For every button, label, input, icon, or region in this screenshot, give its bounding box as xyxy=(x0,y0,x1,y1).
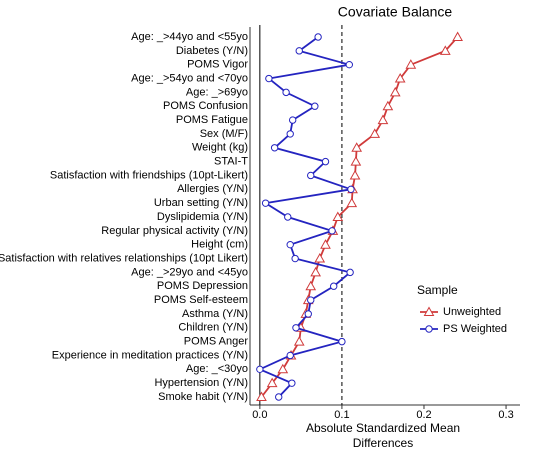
data-point xyxy=(288,379,296,387)
y-tick-label: Age: _>44yo and <55yo xyxy=(131,31,248,43)
data-point xyxy=(351,142,363,152)
data-point xyxy=(305,280,317,291)
data-point xyxy=(311,102,319,110)
y-tick-label: POMS Self-esteem xyxy=(154,294,248,306)
legend-label: PS Weighted xyxy=(443,323,507,335)
data-point xyxy=(389,86,401,97)
legend-title: Sample xyxy=(417,283,458,297)
y-tick-label: STAI-T xyxy=(214,156,248,168)
data-point xyxy=(328,227,336,235)
data-point xyxy=(394,73,406,83)
data-point xyxy=(270,144,279,152)
data-point xyxy=(350,156,362,166)
y-tick-label: POMS Confusion xyxy=(163,100,248,112)
y-tick-label: Children (Y/N) xyxy=(178,322,248,334)
x-axis-label: Absolute Standardized Mean xyxy=(306,421,460,435)
y-tick-label: Weight (kg) xyxy=(192,142,248,154)
y-tick-label: Dyslipidemia (Y/N) xyxy=(157,211,248,223)
data-point xyxy=(256,391,267,401)
y-tick-label: POMS Anger xyxy=(184,336,249,348)
y-tick-label: Satisfaction with relatives relationship… xyxy=(0,252,248,264)
chart-title: Covariate Balance xyxy=(338,4,453,20)
data-point xyxy=(330,282,338,290)
x-tick-label: 0.3 xyxy=(498,409,513,421)
x-tick-label: 0.0 xyxy=(252,409,267,421)
y-tick-label: Allergies (Y/N) xyxy=(177,183,248,195)
data-point xyxy=(346,197,358,208)
x-axis-label: Differences xyxy=(353,436,413,450)
data-point xyxy=(261,199,270,207)
data-point xyxy=(307,171,315,180)
data-point xyxy=(286,240,294,249)
data-point xyxy=(288,116,297,124)
data-point xyxy=(293,336,305,346)
data-point xyxy=(304,310,312,318)
data-point xyxy=(275,393,283,401)
data-point xyxy=(439,45,451,55)
y-tick-label: Experience in meditation practices (Y/N) xyxy=(52,349,248,361)
data-point xyxy=(266,377,278,388)
data-point xyxy=(320,239,331,249)
data-point xyxy=(346,268,354,277)
data-point xyxy=(282,88,290,97)
y-tick-label: Hypertension (Y/N) xyxy=(154,377,248,389)
data-point xyxy=(405,59,417,69)
data-point xyxy=(338,337,346,346)
data-point xyxy=(307,296,315,304)
data-point xyxy=(369,128,381,138)
x-tick-label: 0.2 xyxy=(416,409,431,421)
y-tick-label: Urban setting (Y/N) xyxy=(154,197,248,209)
data-point xyxy=(256,365,264,374)
y-tick-label: POMS Vigor xyxy=(187,59,248,71)
data-point xyxy=(452,31,463,41)
legend-marker xyxy=(425,325,433,333)
y-tick-label: Age: _>54yo and <70yo xyxy=(131,72,248,84)
legend-marker xyxy=(423,306,435,316)
data-point xyxy=(382,100,394,111)
data-point xyxy=(265,74,273,83)
data-point xyxy=(292,324,300,332)
y-tick-label: Asthma (Y/N) xyxy=(182,308,248,320)
data-point xyxy=(286,351,294,360)
y-tick-label: Age: _<30yo xyxy=(186,363,248,375)
data-point xyxy=(347,185,355,194)
y-tick-label: Diabetes (Y/N) xyxy=(176,45,248,57)
data-point xyxy=(295,47,303,55)
data-point xyxy=(349,169,361,180)
data-point xyxy=(321,157,330,166)
data-point xyxy=(291,254,299,263)
legend-label: Unweighted xyxy=(443,306,501,318)
data-point xyxy=(277,363,289,374)
data-point xyxy=(286,130,294,138)
data-point xyxy=(314,33,322,41)
data-point xyxy=(332,211,344,221)
x-tick-label: 0.1 xyxy=(334,409,349,421)
y-tick-label: Height (cm) xyxy=(191,239,248,251)
y-tick-label: Age: _>69yo xyxy=(186,86,248,98)
y-tick-label: POMS Depression xyxy=(157,280,248,292)
data-point xyxy=(345,60,354,69)
data-point xyxy=(377,114,389,125)
y-tick-label: Satisfaction with friendships (10pt-Like… xyxy=(50,169,248,181)
y-tick-label: Age: _>29yo and <45yo xyxy=(131,266,248,278)
y-tick-label: Smoke habit (Y/N) xyxy=(158,391,248,403)
y-tick-label: Regular physical activity (Y/N) xyxy=(101,225,248,237)
data-point xyxy=(314,253,326,263)
y-tick-label: POMS Fatigue xyxy=(176,114,248,126)
data-point xyxy=(310,266,322,277)
y-tick-label: Sex (M/F) xyxy=(200,128,248,140)
data-point xyxy=(284,213,292,221)
